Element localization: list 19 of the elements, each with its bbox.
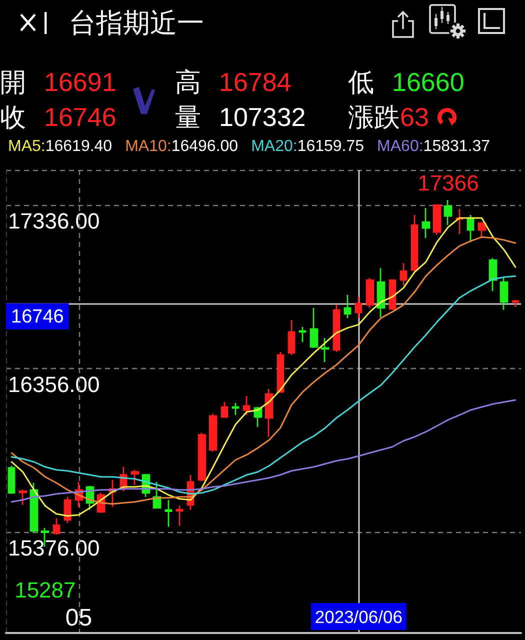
x-tick-label: 2023/06/06 bbox=[314, 607, 402, 627]
ref-line-label: 16746 bbox=[11, 306, 64, 328]
text: 低 16660 bbox=[348, 67, 464, 97]
y-tick-label: 16356.00 bbox=[8, 372, 100, 397]
chart-title: 台指期近一 bbox=[69, 8, 204, 40]
text: 高 16784 bbox=[175, 67, 292, 97]
text: MA20:16159.75 bbox=[251, 138, 364, 155]
text: 開 16691 bbox=[0, 67, 116, 97]
y-tick-label: 17336.00 bbox=[8, 208, 100, 234]
text: 量 107332 bbox=[175, 102, 306, 132]
text: MA5:16619.40 bbox=[8, 138, 112, 155]
y-tick-label: 15376.00 bbox=[8, 535, 100, 560]
annotation: 17366 bbox=[418, 170, 479, 196]
text: 漲跌63 bbox=[348, 102, 429, 132]
x-tick-label: 05 bbox=[65, 604, 92, 632]
text: MA60:15831.37 bbox=[377, 138, 490, 155]
text: MA10:16496.00 bbox=[125, 138, 238, 155]
annotation: 15287 bbox=[14, 577, 76, 602]
text: 收 16746 bbox=[0, 102, 116, 132]
